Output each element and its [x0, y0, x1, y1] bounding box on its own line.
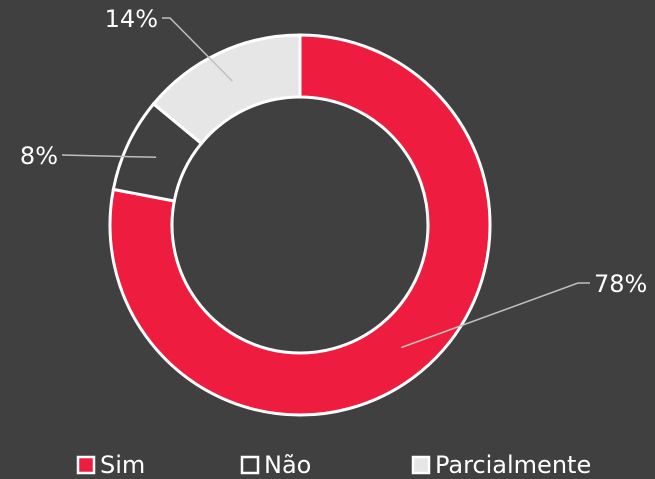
leader-line [162, 17, 233, 82]
legend-label: Sim [100, 451, 145, 479]
data-label: 78% [594, 270, 647, 298]
leader-line [401, 282, 590, 349]
legend-swatch [76, 455, 96, 475]
donut-slice [151, 33, 302, 146]
data-label: 14% [105, 5, 158, 33]
legend-swatch [240, 455, 260, 475]
donut-slice [108, 33, 492, 417]
legend-swatch [411, 455, 431, 475]
legend-label: Parcialmente [435, 451, 591, 479]
data-label: 8% [20, 142, 58, 170]
legend-label: Não [264, 451, 311, 479]
leader-line [61, 154, 157, 159]
